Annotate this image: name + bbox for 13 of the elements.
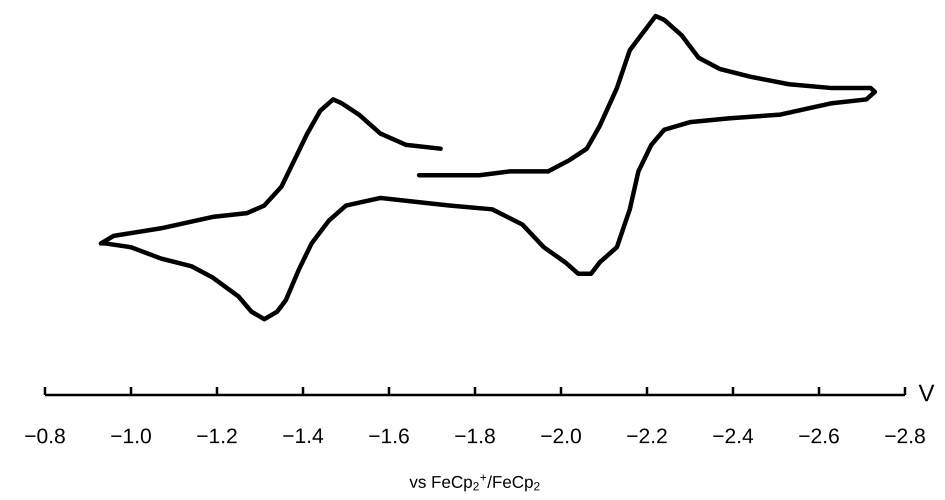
x-tick-label: −1.2 bbox=[197, 428, 237, 444]
x-tick-label: −2.8 bbox=[885, 428, 925, 444]
x-tick-label: −1.4 bbox=[283, 428, 324, 443]
x-tick-label: −1.0 bbox=[111, 428, 151, 444]
x-tick-label: −2.6 bbox=[799, 428, 839, 444]
x-tick-label: −0.8 bbox=[25, 428, 65, 444]
x-tick-label: −2.0 bbox=[541, 428, 581, 444]
x-tick-label: −1.8 bbox=[455, 428, 495, 444]
x-tick-label: −1.6 bbox=[369, 428, 409, 444]
x-axis-title: V bbox=[918, 384, 934, 402]
x-tick-label: −2.4 bbox=[713, 428, 754, 444]
x-tick-label: −2.2 bbox=[627, 428, 667, 444]
text: vs FeCp$_{2}$$^{+}$/FeCp$_{2}$ bbox=[409, 474, 540, 492]
